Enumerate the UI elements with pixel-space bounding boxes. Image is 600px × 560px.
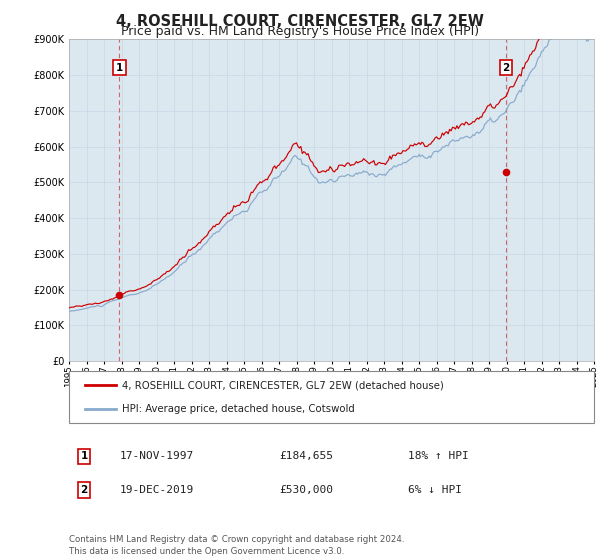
Text: £184,655: £184,655 [279,451,333,461]
Text: HPI: Average price, detached house, Cotswold: HPI: Average price, detached house, Cots… [121,404,354,414]
FancyBboxPatch shape [69,371,594,423]
Text: Price paid vs. HM Land Registry's House Price Index (HPI): Price paid vs. HM Land Registry's House … [121,25,479,38]
Text: 1: 1 [116,63,123,73]
Text: £530,000: £530,000 [279,485,333,495]
Text: 17-NOV-1997: 17-NOV-1997 [120,451,194,461]
Text: 2: 2 [502,63,509,73]
Text: 4, ROSEHILL COURT, CIRENCESTER, GL7 2EW (detached house): 4, ROSEHILL COURT, CIRENCESTER, GL7 2EW … [121,380,443,390]
Text: 2: 2 [80,485,88,495]
Text: 19-DEC-2019: 19-DEC-2019 [120,485,194,495]
Text: 6% ↓ HPI: 6% ↓ HPI [408,485,462,495]
Text: 1: 1 [80,451,88,461]
Text: 18% ↑ HPI: 18% ↑ HPI [408,451,469,461]
Text: 4, ROSEHILL COURT, CIRENCESTER, GL7 2EW: 4, ROSEHILL COURT, CIRENCESTER, GL7 2EW [116,14,484,29]
Text: Contains HM Land Registry data © Crown copyright and database right 2024.
This d: Contains HM Land Registry data © Crown c… [69,535,404,556]
